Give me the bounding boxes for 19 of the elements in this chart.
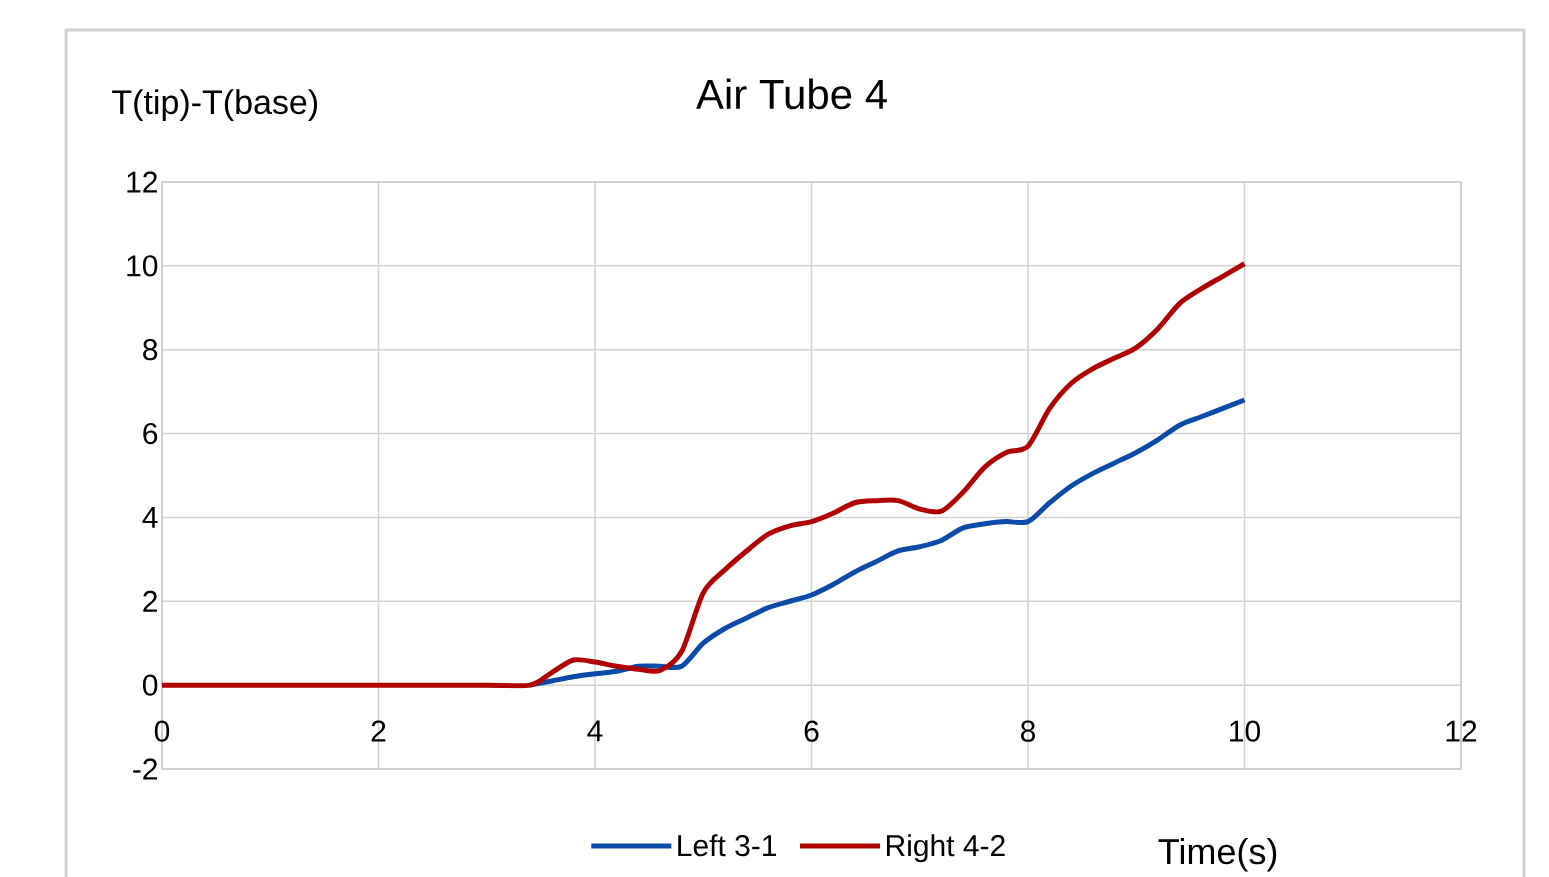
y-tick-label: 0	[142, 674, 158, 696]
x-tick-label: 2	[371, 720, 386, 742]
y-tick-label: 6	[143, 422, 158, 445]
x-tick-label: 8	[1020, 720, 1036, 742]
legend-label: Right 4-2	[886, 834, 1005, 863]
x-tick-label: 10	[1230, 720, 1261, 742]
y-tick-label: -2	[133, 758, 157, 780]
legend-label: Left 3-1	[678, 834, 777, 857]
y-tick-label: 12	[127, 171, 157, 193]
y-tick-label: 2	[143, 590, 157, 612]
x-tick-label: 6	[804, 720, 819, 742]
chart-title: Air Tube 4	[696, 78, 887, 110]
x-axis-title: Time(s)	[1158, 837, 1277, 872]
y-tick-label: 8	[143, 339, 158, 361]
x-tick-label: 4	[587, 720, 603, 742]
x-tick-label: 12	[1446, 720, 1477, 742]
y-tick-label: 4	[142, 507, 158, 528]
y-axis-title: T(tip)-T(base)	[112, 89, 318, 121]
y-tick-label: 10	[127, 255, 158, 277]
